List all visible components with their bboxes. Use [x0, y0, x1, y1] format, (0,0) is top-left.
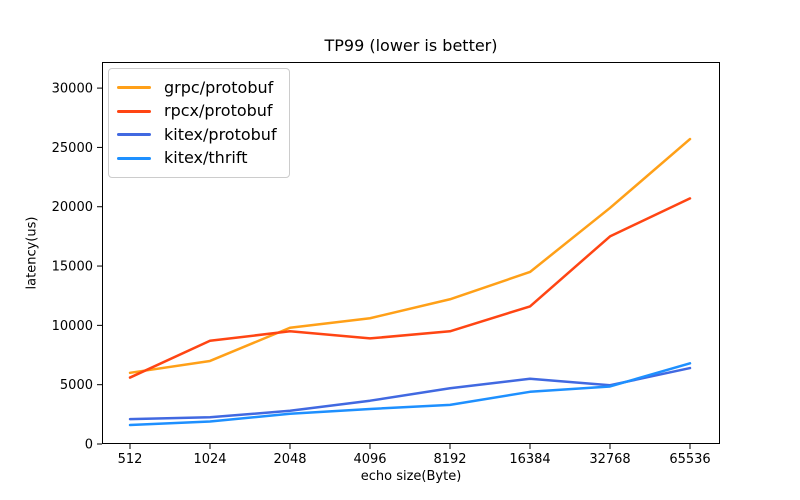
y-tick-label: 20000 — [52, 200, 93, 215]
legend-item: kitex/thrift — [117, 148, 279, 169]
legend-item: kitex/protobuf — [117, 124, 279, 145]
legend-line-swatch — [117, 109, 151, 113]
y-tick-label: 15000 — [52, 260, 93, 275]
x-tick-label: 8192 — [433, 452, 466, 467]
x-tick-label: 16384 — [509, 452, 550, 467]
series-line-kitex-thrift — [128, 362, 692, 427]
x-tick-label: 32768 — [589, 452, 630, 467]
y-tick-label: 10000 — [52, 319, 93, 334]
legend-item: grpc/protobuf — [117, 77, 279, 98]
series-line-kitex-protobuf — [128, 366, 692, 421]
legend-line-swatch — [117, 86, 151, 89]
legend-item-label: rpcx/protobuf — [164, 101, 273, 121]
x-tick-label: 512 — [118, 452, 143, 467]
x-tick-label: 2048 — [273, 452, 306, 467]
chart-title: TP99 (lower is better) — [324, 36, 498, 55]
y-tick-label: 5000 — [60, 378, 93, 393]
x-tick-label: 65536 — [669, 452, 710, 467]
series-line-rpcx-protobuf — [128, 197, 692, 379]
legend-item-label: kitex/protobuf — [164, 124, 277, 144]
x-axis-label: echo size(Byte) — [360, 469, 462, 484]
legend-line-swatch — [117, 156, 151, 160]
axes-frame — [102, 62, 720, 444]
x-tick-label: 4096 — [353, 452, 386, 467]
x-tick-label: 1024 — [193, 452, 226, 467]
series-line-grpc-protobuf — [128, 137, 692, 375]
legend-item-label: kitex/thrift — [164, 148, 248, 168]
legend-line-swatch — [117, 133, 151, 137]
y-tick-label: 25000 — [52, 141, 93, 156]
legend-item: rpcx/protobuf — [117, 101, 279, 122]
legend-item-label: grpc/protobuf — [164, 77, 274, 97]
y-tick-label: 0 — [85, 438, 93, 453]
y-tick-label: 30000 — [52, 82, 93, 97]
legend: grpc/protobuf rpcx/protobuf kitex/protobuf… — [108, 68, 290, 178]
y-axis-label: latency(us) — [24, 216, 40, 290]
